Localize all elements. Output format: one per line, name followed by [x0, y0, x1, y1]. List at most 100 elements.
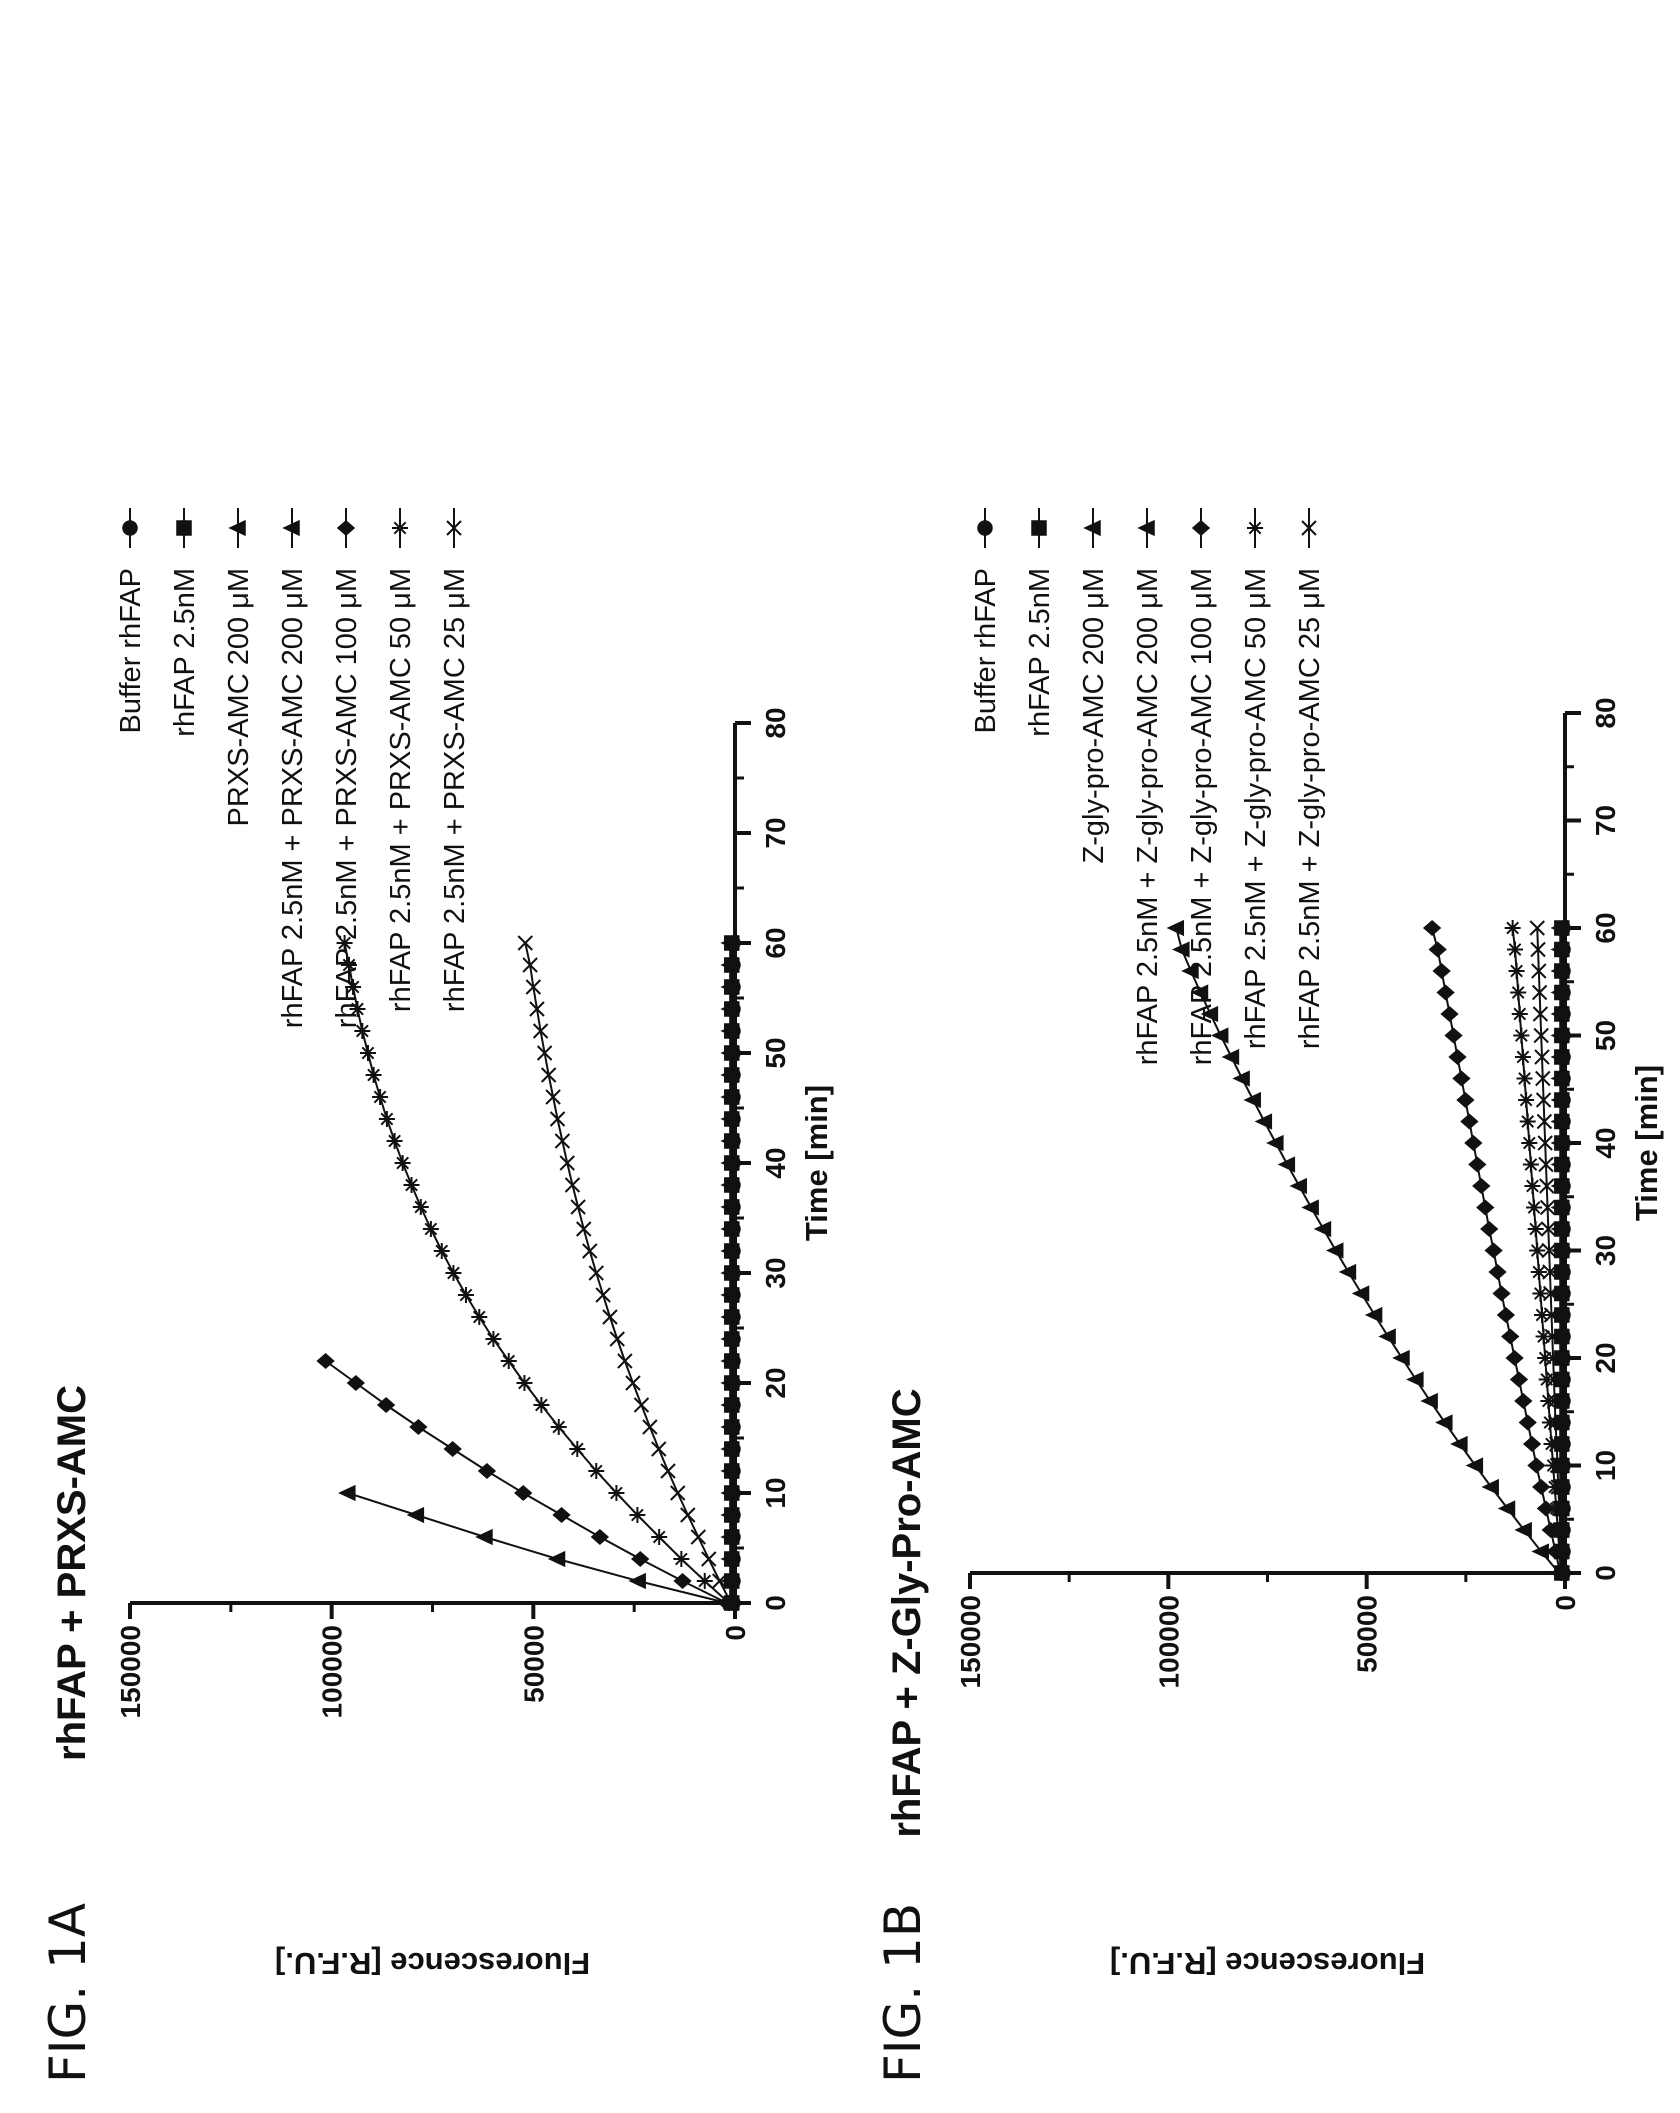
- data-point: [445, 1265, 462, 1281]
- data-point: [1406, 1371, 1424, 1388]
- data-point: [1532, 1285, 1549, 1302]
- data-point: [1550, 1263, 1568, 1281]
- data-point: [720, 1242, 738, 1260]
- series-6: [336, 935, 737, 1611]
- data-point: [1364, 1306, 1383, 1324]
- legend-1a: Buffer rhFAP rhFAP 2.5nM PRXS-AMC 200 μM rh…: [115, 508, 471, 1028]
- series-5: [316, 1353, 737, 1611]
- data-point: [1552, 1522, 1568, 1538]
- data-point: [1551, 1543, 1568, 1560]
- data-point: [1378, 1328, 1396, 1345]
- data-point: [720, 956, 738, 974]
- data-point: [720, 1088, 738, 1106]
- data-point: [1545, 1350, 1561, 1366]
- data-point: [1436, 984, 1455, 1001]
- legend-marker: [392, 520, 408, 536]
- data-point: [549, 1111, 566, 1127]
- x-tick-label: 20: [1590, 1342, 1621, 1373]
- data-point: [316, 1353, 335, 1369]
- data-point: [1539, 1199, 1556, 1216]
- data-point: [1537, 1135, 1553, 1151]
- data-point: [522, 957, 538, 973]
- data-point: [1550, 919, 1568, 937]
- data-point: [720, 1418, 738, 1436]
- y-axis-label: Fluorescence [R.F.U.]: [275, 1946, 590, 1981]
- series-line: [325, 1360, 728, 1604]
- data-point: [633, 1397, 650, 1413]
- data-point: [1550, 1199, 1568, 1216]
- data-point: [1550, 1242, 1568, 1259]
- series-line: [343, 942, 730, 1604]
- panel-1b: FIG. 1B rhFAP + Z-Gly-Pro-AMC 0 10 20 30 40 5…: [874, 508, 1664, 2083]
- data-point: [1465, 1457, 1484, 1474]
- data-point: [372, 1089, 389, 1105]
- data-point: [1529, 1242, 1546, 1259]
- data-point: [651, 1529, 668, 1545]
- series-4: [1166, 919, 1567, 1582]
- data-point: [1232, 1070, 1250, 1087]
- data-point: [1480, 1221, 1499, 1237]
- x-tick-label: 80: [760, 707, 791, 738]
- legend-entry: rhFAP 2.5nM + Z-gly-pro-AMC 25 μM: [1294, 508, 1326, 1049]
- data-point: [628, 1572, 646, 1590]
- data-point: [1541, 1242, 1557, 1259]
- data-point: [720, 1550, 738, 1568]
- data-point: [1254, 1113, 1273, 1130]
- data-point: [711, 1573, 728, 1589]
- data-point: [720, 1132, 738, 1150]
- data-point: [1301, 1199, 1319, 1216]
- series-3: [720, 934, 738, 1612]
- data-point: [550, 1419, 567, 1435]
- data-point: [617, 1353, 633, 1369]
- figure-label-1b: FIG. 1B: [874, 1903, 932, 2083]
- x-tick-label: 50: [1590, 1020, 1621, 1051]
- x-tick-label: 40: [760, 1147, 791, 1178]
- data-point: [1547, 1414, 1564, 1431]
- series-line: [347, 1492, 728, 1604]
- data-point: [651, 1441, 667, 1457]
- data-point: [1420, 1392, 1438, 1410]
- data-point: [1181, 962, 1199, 980]
- y-tick-label: 50000: [1352, 1595, 1383, 1673]
- data-point: [1546, 1393, 1563, 1409]
- data-point: [720, 1506, 738, 1524]
- data-point: [1450, 1435, 1468, 1453]
- data-point: [696, 1573, 713, 1589]
- y-tick-label: 0: [1550, 1595, 1581, 1611]
- x-axis-label: Time [min]: [1629, 1065, 1664, 1221]
- data-point: [1550, 1371, 1568, 1388]
- series-7: [517, 935, 739, 1611]
- data-point: [1550, 941, 1568, 958]
- data-point: [378, 1111, 395, 1127]
- data-point: [660, 1463, 676, 1479]
- data-point: [1432, 963, 1451, 979]
- x-axis-label: Time [min]: [799, 1085, 834, 1241]
- data-point: [1534, 1049, 1550, 1065]
- data-point: [720, 1022, 738, 1040]
- legend-label: rhFAP 2.5nM + Z-gly-pro-AMC 50 μM: [1240, 568, 1272, 1049]
- data-point: [1548, 1500, 1565, 1517]
- plot-area-1a: [316, 934, 741, 1612]
- data-point: [1497, 1500, 1516, 1517]
- x-tick-label: 60: [1590, 912, 1621, 943]
- legend-label: Buffer rhFAP: [115, 568, 147, 734]
- legend-marker: [228, 519, 246, 537]
- x-tick-label: 80: [1590, 697, 1621, 728]
- y-tick-label: 150000: [955, 1595, 986, 1688]
- data-point: [1351, 1285, 1370, 1302]
- series-4: [338, 1484, 735, 1612]
- data-point: [569, 1441, 586, 1457]
- data-point: [608, 1485, 625, 1501]
- data-point: [1521, 1135, 1538, 1151]
- legend-label: rhFAP 2.5nM + Z-gly-pro-AMC 200 μM: [1132, 568, 1164, 1065]
- legend-entry: rhFAP 2.5nM + Z-gly-pro-AMC 100 μM: [1186, 508, 1218, 1065]
- data-point: [1496, 1307, 1516, 1323]
- legend-marker: [122, 520, 138, 536]
- legend-entry: rhFAP 2.5nM + PRXS-AMC 200 μM: [277, 508, 309, 1028]
- series-7: [1529, 920, 1570, 1581]
- axes-1a: 0 10 20 30 40 50 60 70 80 0 50000 100000 150000 Time …: [115, 707, 834, 1981]
- legend-entry: Buffer rhFAP: [970, 508, 1002, 734]
- data-point: [517, 935, 533, 951]
- data-point: [1510, 984, 1527, 1001]
- data-point: [1289, 1177, 1307, 1195]
